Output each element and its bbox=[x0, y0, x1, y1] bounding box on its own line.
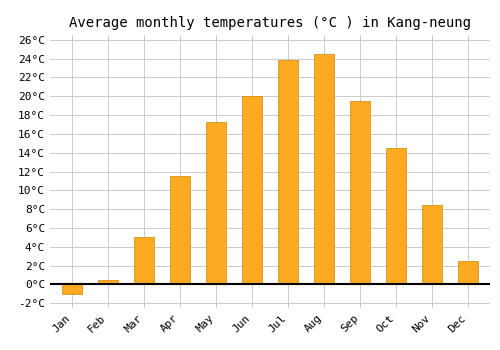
Bar bbox=[206, 121, 226, 285]
Bar bbox=[314, 54, 334, 285]
Bar bbox=[134, 237, 154, 285]
Bar bbox=[422, 205, 442, 285]
Bar bbox=[242, 96, 262, 285]
Bar bbox=[62, 285, 82, 294]
Bar bbox=[458, 261, 478, 285]
Bar bbox=[278, 61, 298, 285]
Bar bbox=[350, 101, 370, 285]
Bar bbox=[98, 280, 117, 285]
Title: Average monthly temperatures (°C ) in Kang-neung: Average monthly temperatures (°C ) in Ka… bbox=[69, 16, 471, 30]
Bar bbox=[170, 176, 190, 285]
Bar bbox=[386, 148, 406, 285]
